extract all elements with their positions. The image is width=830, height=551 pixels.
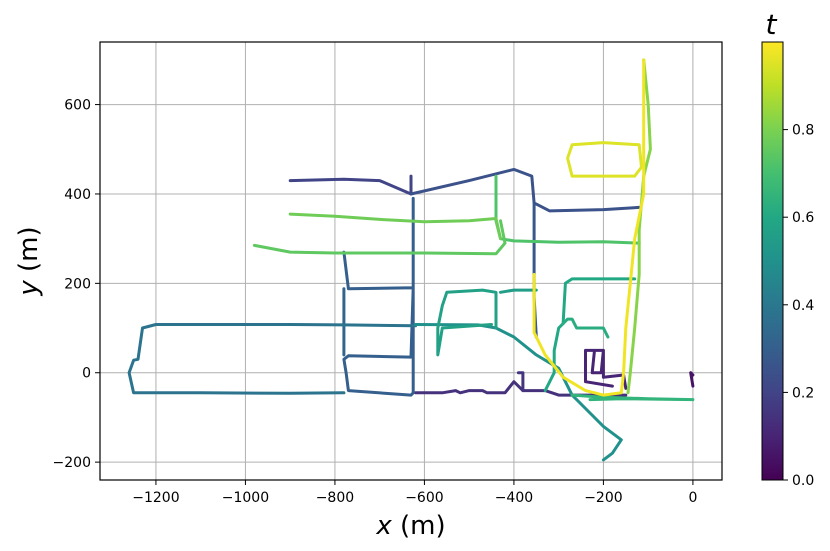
colorbar-tick-label: 0.0 [792,473,814,489]
colorbar-title: t [766,8,778,41]
trajectory-segment-4 [288,174,413,196]
x-tick-label: −800 [316,490,354,506]
trajectory-segment-9 [127,323,417,395]
trajectory-segment-0 [689,371,695,388]
x-tick-label: 0 [688,490,697,506]
trajectory-segment-21 [532,58,646,397]
y-tick-label: 600 [64,98,91,114]
x-tick-label: −1000 [222,490,269,506]
colorbar-tick-label: 0.8 [792,123,814,139]
y-tick-label: 0 [82,366,91,382]
trajectory-segment-18 [288,212,502,241]
trajectory-segment-5 [409,167,641,213]
x-axis-ticks: −1200 −1000 −800 −600 −400 −200 0 [132,480,697,506]
colorbar-tick-label: 0.4 [792,298,814,314]
x-tick-label: −200 [584,490,622,506]
y-axis-ticks: −200 0 200 400 600 [53,98,100,471]
trajectory-segment-20 [566,141,643,178]
x-axis-title: x (m) [375,511,445,541]
trajectory-segment-14 [561,317,610,339]
trajectory-segment-10 [414,323,623,462]
y-tick-label: 200 [64,276,91,292]
trajectory-series [127,58,695,462]
trajectory-segment-1 [584,348,628,390]
x-tick-label: −600 [405,490,443,506]
trajectory-segment-7 [342,196,415,397]
trajectory-segment-3 [516,371,525,393]
colorbar-tick-label: 0.2 [792,385,814,401]
plot-frame [99,41,723,481]
y-axis-title: y (m) [14,226,44,296]
colorbar [761,41,784,481]
trajectory-segment-15 [570,393,695,402]
colorbar-ticks: 0.0 0.2 0.4 0.6 0.8 [783,123,814,489]
grid-lines [100,42,722,480]
colorbar-tick-label: 0.6 [792,210,814,226]
trajectory-segment-13 [543,277,637,393]
trajectory-segment-19 [626,58,652,395]
y-tick-label: 400 [64,187,91,203]
trajectory-segment-11 [499,288,538,294]
trajectory-segment-17 [252,219,507,256]
x-tick-label: −1200 [132,490,179,506]
x-tick-label: −400 [495,490,533,506]
y-tick-label: −200 [53,455,91,471]
trajectory-segment-12 [436,288,498,357]
